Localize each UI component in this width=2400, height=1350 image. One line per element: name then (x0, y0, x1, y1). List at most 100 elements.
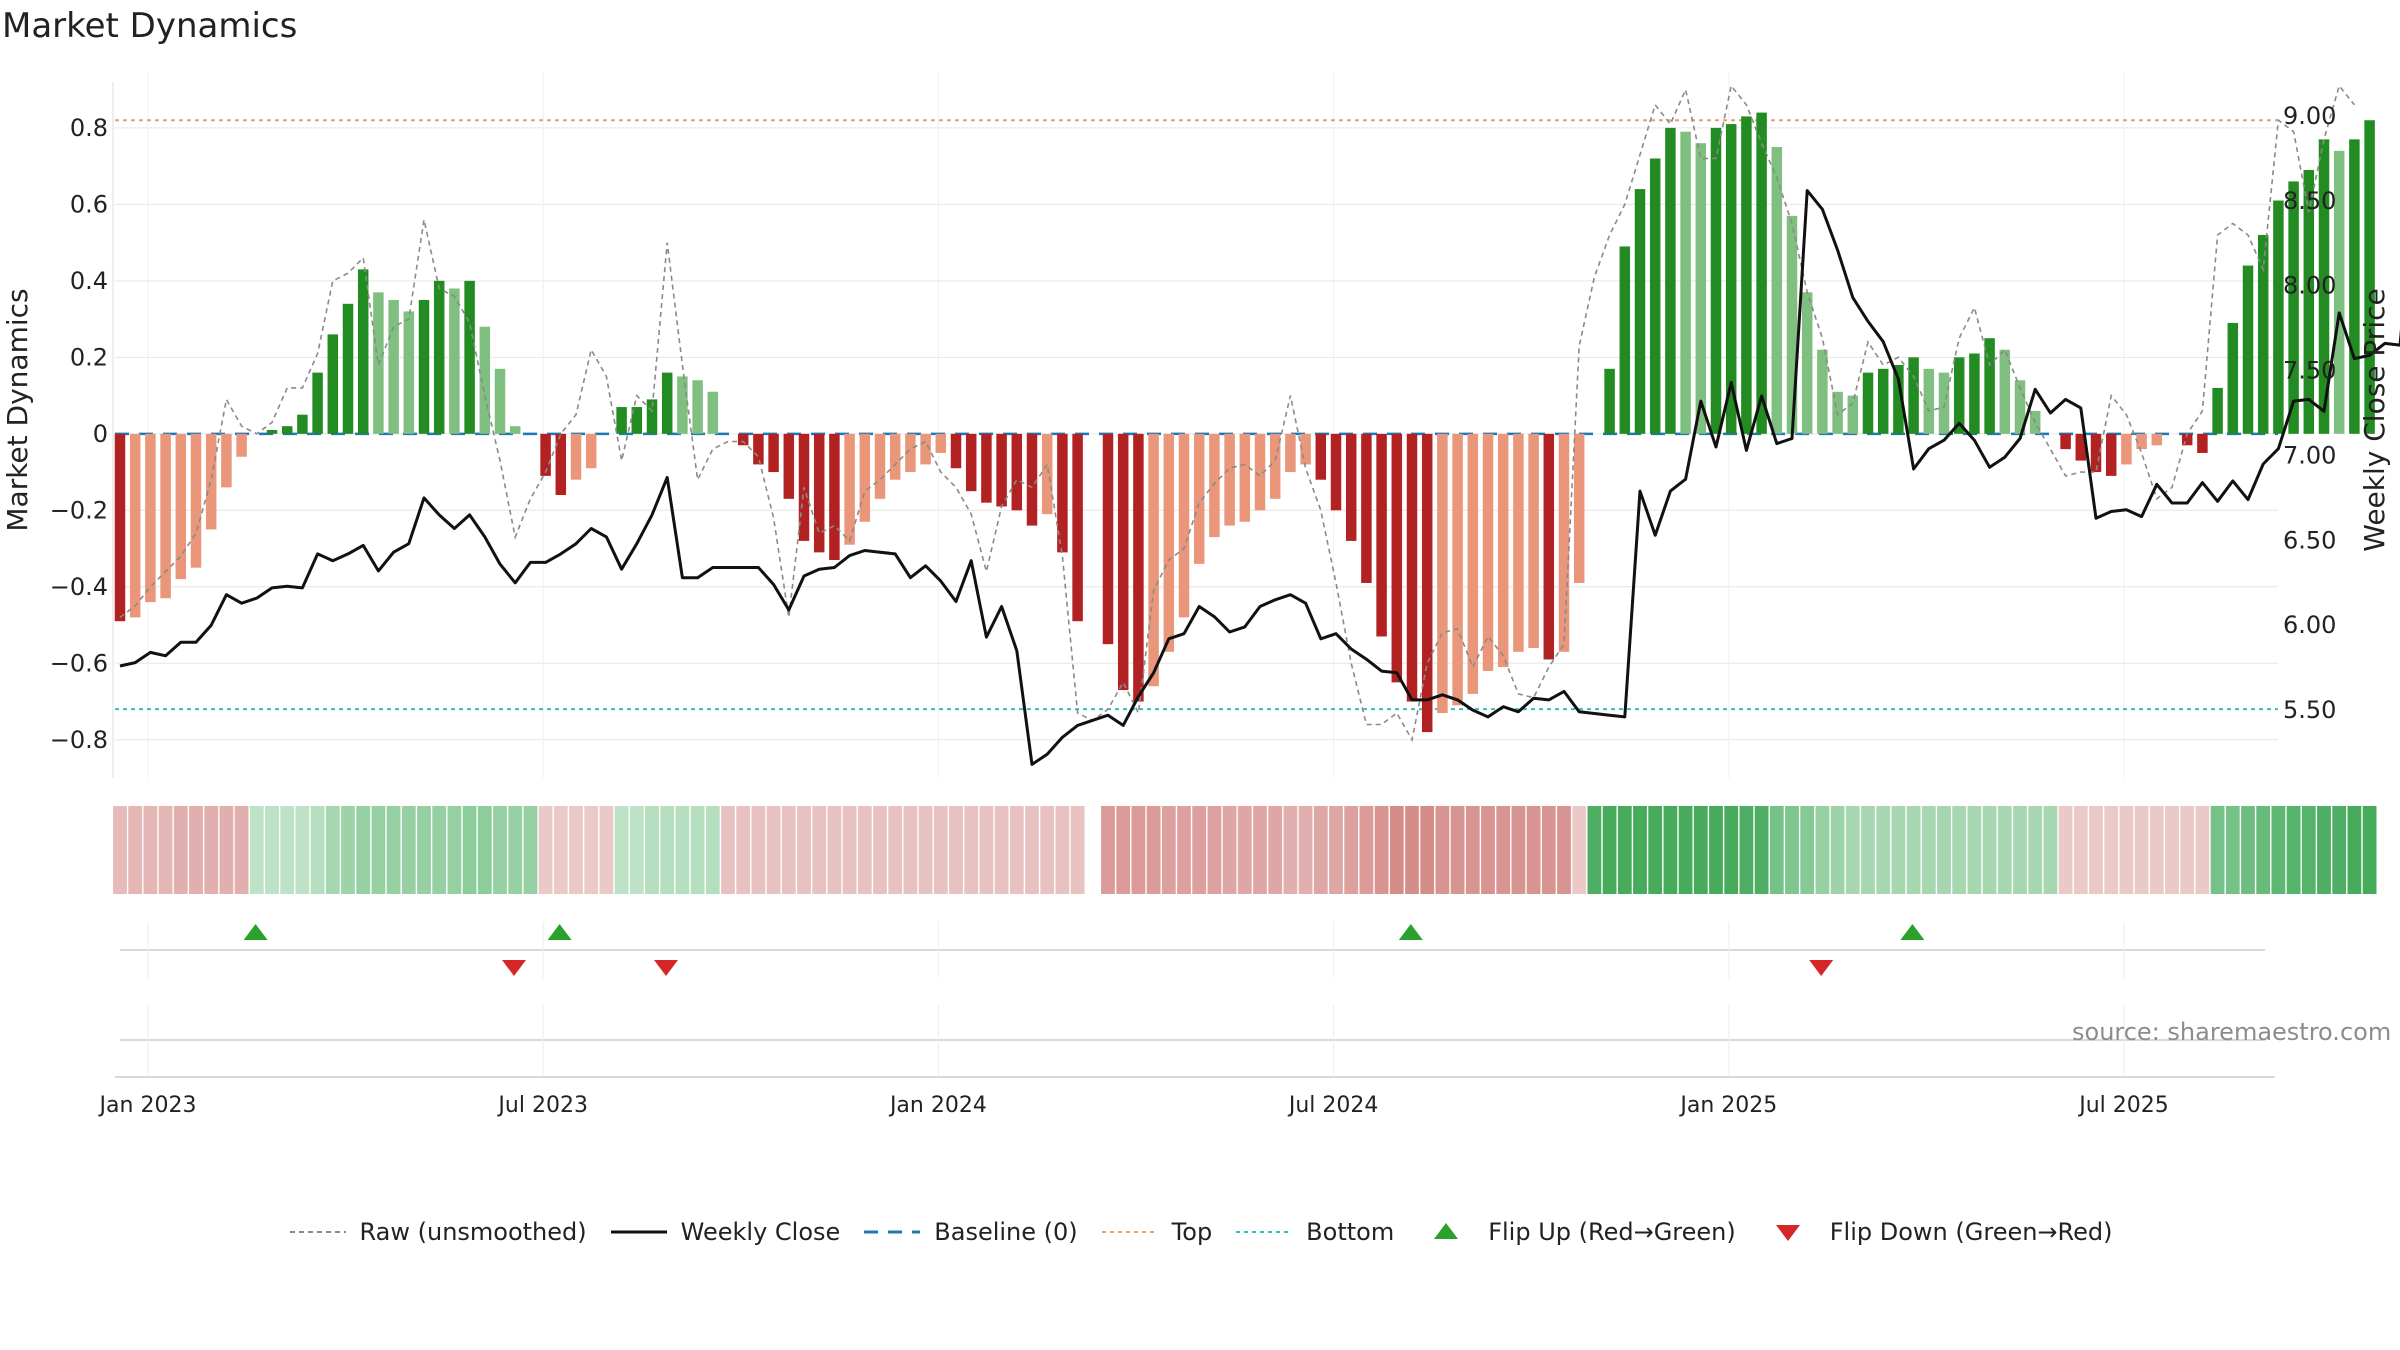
legend-flip-down-icon (1775, 1225, 1800, 1241)
y-tick-label: −0.8 (50, 726, 108, 754)
dynamics-bar (281, 426, 293, 434)
flip-down-marker (654, 960, 678, 976)
dynamics-bar (1300, 433, 1311, 465)
regime-cell (2286, 806, 2301, 894)
legend-item-close: Weekly Close (609, 1217, 841, 1247)
dynamics-bar (509, 426, 521, 434)
regime-cell (797, 806, 811, 894)
regime-cell (2210, 806, 2225, 894)
dynamics-bar (783, 433, 795, 499)
regime-cell (2241, 806, 2255, 894)
flip-up-marker (243, 924, 268, 940)
regime-cell (1937, 806, 1951, 894)
dynamics-bar (1011, 433, 1023, 511)
regime-cell (2317, 806, 2331, 894)
x-axis: Jan 2023 Jul 2023 Jan 2024 Jul 2024 Jan 2025… (98, 1005, 2275, 1118)
y-tick-label: −0.2 (50, 496, 108, 524)
regime-cell (1344, 806, 1359, 894)
legend-label: Bottom (1306, 1218, 1395, 1246)
regime-cell (1313, 806, 1328, 894)
x-tick-label: Jan 2024 (888, 1093, 987, 1118)
dynamics-bar (981, 433, 992, 503)
dynamics-bar (1665, 127, 1676, 434)
regime-cell (265, 806, 279, 894)
legend-swatch-baseline (864, 1230, 921, 1234)
dynamics-bar (829, 433, 840, 561)
regime-cell (2089, 806, 2103, 894)
regime-cell (1967, 806, 1982, 894)
dynamics-bar (905, 433, 916, 473)
dynamics-bar (2197, 433, 2208, 453)
legend-label: Baseline (0) (934, 1218, 1078, 1246)
regime-cell (1496, 806, 1511, 894)
regime-cell (1876, 806, 1891, 894)
regime-cell (1997, 806, 2012, 894)
regime-cell (1374, 806, 1389, 894)
dynamics-bar (1634, 189, 1646, 434)
regime-cell (113, 806, 127, 894)
dynamics-bar (2136, 433, 2147, 450)
regime-cell (1815, 806, 1830, 894)
regime-cell (1845, 806, 1860, 894)
dynamics-bar (1421, 433, 1433, 733)
dynamics-bar (616, 407, 627, 434)
y2-tick-label: 7.00 (2283, 441, 2336, 469)
dynamics-bar (1452, 433, 1463, 706)
regime-cell (1769, 806, 1784, 894)
regime-cell (2347, 806, 2362, 894)
regime-cell (1921, 806, 1936, 894)
y-axis-label: Market Dynamics (1, 288, 34, 531)
regime-cell (2301, 806, 2316, 894)
dynamics-bar (1102, 433, 1114, 645)
regime-cell (1481, 806, 1495, 894)
regime-cell (1329, 806, 1343, 894)
dynamics-bar (1513, 433, 1524, 652)
dynamics-bar (357, 269, 369, 434)
regime-cell (1237, 806, 1252, 894)
regime-cell (1207, 806, 1222, 894)
regime-cell (918, 806, 933, 894)
regime-cell (933, 806, 948, 894)
dynamics-bar (631, 407, 643, 434)
dynamics-bar (464, 280, 475, 434)
dynamics-bar (874, 433, 886, 499)
regime-cell (2180, 806, 2195, 894)
dynamics-bar (1649, 158, 1661, 434)
regime-cell (949, 806, 963, 894)
regime-cell (781, 806, 796, 894)
regime-cell (508, 806, 523, 894)
dynamics-bar (540, 433, 551, 476)
legend-swatch-flipdown (1775, 1225, 1800, 1241)
y2-tick-label: 8.50 (2283, 187, 2336, 215)
regime-cell (827, 806, 842, 894)
dynamics-bar (1771, 147, 1783, 434)
dynamics-bar (327, 334, 339, 434)
dynamics-bar (1801, 292, 1813, 434)
regime-cell (204, 806, 219, 894)
flip-markers (120, 922, 2265, 978)
dynamics-bars (114, 112, 2375, 733)
dynamics-bar (1877, 368, 1889, 434)
dynamics-bar (1224, 433, 1235, 526)
dynamics-bar (2303, 169, 2315, 434)
legend-label: Raw (unsmoothed) (359, 1218, 587, 1246)
regime-cell (2225, 806, 2240, 894)
regime-cell (432, 806, 447, 894)
x-tick-label: Jan 2025 (1678, 1093, 1777, 1118)
regime-cell (1587, 806, 1602, 894)
legend-label: Weekly Close (680, 1218, 841, 1246)
regime-cell (1709, 806, 1723, 894)
regime-cell (1800, 806, 1815, 894)
regime-cell (1253, 806, 1267, 894)
dynamics-bar (2349, 139, 2360, 434)
regime-cell (1192, 806, 1207, 894)
regime-cell (1602, 806, 1617, 894)
dynamics-bar (2121, 433, 2132, 465)
dynamics-bar (1148, 433, 1159, 687)
regime-cell (569, 806, 583, 894)
legend-label: Top (1171, 1218, 1213, 1246)
flip-down-marker (1809, 960, 1834, 976)
regime-cell (2073, 806, 2088, 894)
regime-cell (1693, 806, 1708, 894)
legend-swatch-top (1101, 1231, 1158, 1233)
